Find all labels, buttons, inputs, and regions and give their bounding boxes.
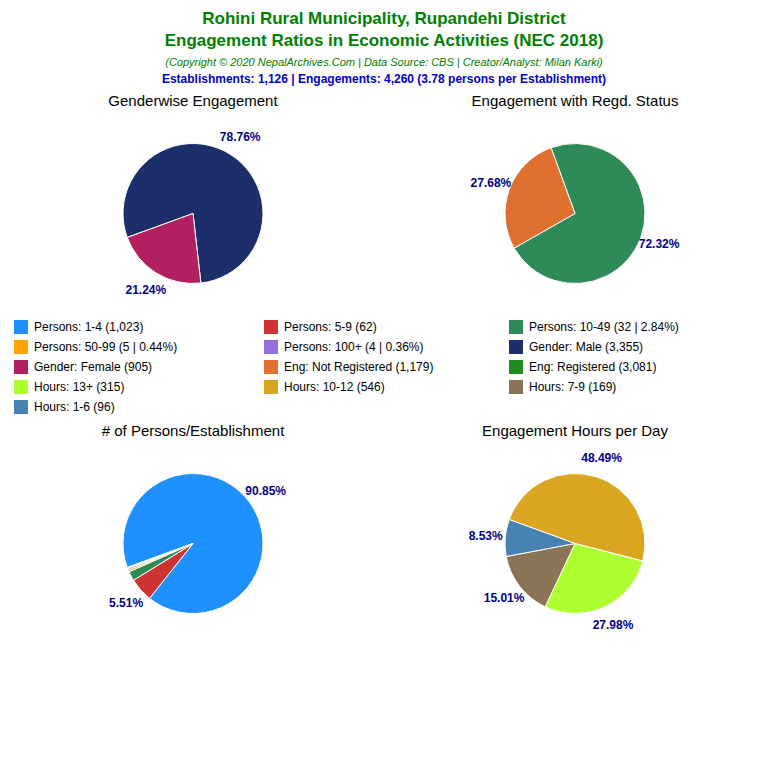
html-text:Engagement Ratios in Economic: Engagement Ratios in Economic Activities… bbox=[164, 31, 604, 50]
html-text:Establishments: 1,126 | Engage: Establishments: 1,126 | Engagements: 4,2… bbox=[161, 72, 607, 86]
html-text:Genderwise Engagement: Genderwise Engagement bbox=[108, 92, 278, 109]
svg-text:48.49%: 48.49% bbox=[581, 451, 622, 465]
svg-text:78.76%: 78.76% bbox=[220, 130, 261, 144]
svg-text:72.32%: 72.32% bbox=[639, 237, 680, 251]
svg-text:21.24%: 21.24% bbox=[125, 283, 166, 297]
svg-text:15.01%: 15.01% bbox=[484, 591, 525, 605]
svg-text:8.53%: 8.53% bbox=[469, 529, 503, 543]
html-text:Eng: Registered (3,081): Eng: Registered (3,081) bbox=[529, 360, 657, 374]
html-text:Hours: 13+ (315): Hours: 13+ (315) bbox=[34, 380, 125, 394]
html-text:Engagement with Regd. Status: Engagement with Regd. Status bbox=[471, 92, 679, 109]
html-text:Persons: 50-99 (5 | 0.44%): Persons: 50-99 (5 | 0.44%) bbox=[34, 340, 178, 354]
svg-text:90.85%: 90.85% bbox=[245, 484, 286, 498]
svg-text:27.98%: 27.98% bbox=[593, 618, 634, 632]
html-text:Hours: 7-9 (169): Hours: 7-9 (169) bbox=[529, 380, 617, 394]
html-text:Hours: 10-12 (546): Hours: 10-12 (546) bbox=[284, 380, 385, 394]
html-text:(Copyright © 2020 NepalArchive: (Copyright © 2020 NepalArchives.Com | Da… bbox=[165, 56, 603, 68]
html-text:Persons: 100+ (4 | 0.36%): Persons: 100+ (4 | 0.36%) bbox=[284, 340, 424, 354]
svg-text:5.51%: 5.51% bbox=[109, 596, 143, 610]
html-text:# of Persons/Establishment: # of Persons/Establishment bbox=[101, 422, 285, 439]
html-text:Persons: 10-49 (32 | 2.84%): Persons: 10-49 (32 | 2.84%) bbox=[529, 320, 679, 334]
svg-text:27.68%: 27.68% bbox=[471, 176, 512, 190]
html-text:Gender: Female (905): Gender: Female (905) bbox=[34, 360, 153, 374]
html-text:Eng: Not Registered (1,179): Eng: Not Registered (1,179) bbox=[284, 360, 434, 374]
html-text:Engagement Hours per Day: Engagement Hours per Day bbox=[482, 422, 668, 439]
html-text:Persons: 5-9 (62): Persons: 5-9 (62) bbox=[284, 320, 377, 334]
html-text:Gender: Male (3,355): Gender: Male (3,355) bbox=[529, 340, 644, 354]
html-text:Persons: 1-4 (1,023): Persons: 1-4 (1,023) bbox=[34, 320, 144, 334]
html-text:Rohini Rural Municipality, Rup: Rohini Rural Municipality, Rupandehi Dis… bbox=[202, 9, 566, 28]
html-text:Hours: 1-6 (96): Hours: 1-6 (96) bbox=[34, 400, 115, 414]
